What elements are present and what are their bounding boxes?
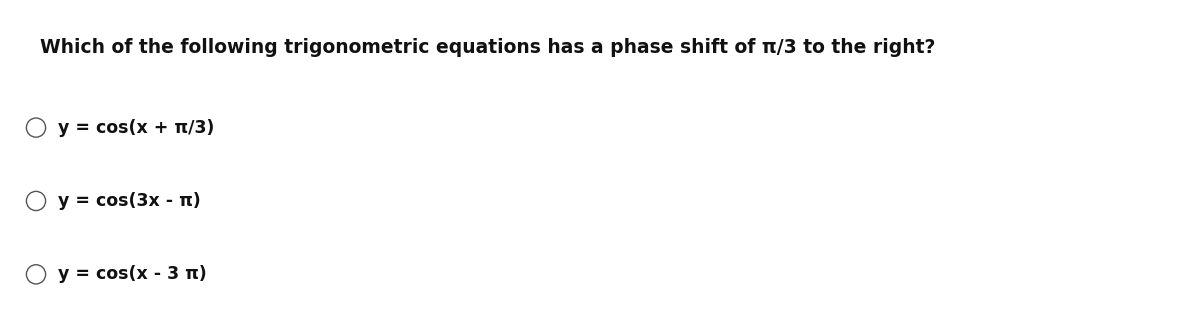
Text: y = cos(x + π/3): y = cos(x + π/3) [58,119,214,137]
Text: y = cos(3x - π): y = cos(3x - π) [58,192,200,210]
Text: Which of the following trigonometric equations has a phase shift of π/3 to the r: Which of the following trigonometric equ… [40,38,935,57]
Text: y = cos(x - 3 π): y = cos(x - 3 π) [58,265,206,283]
